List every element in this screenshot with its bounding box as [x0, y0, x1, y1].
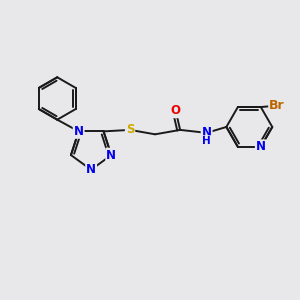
Text: N: N — [106, 148, 116, 162]
Text: O: O — [171, 104, 181, 117]
Text: N: N — [256, 140, 266, 153]
Text: N: N — [74, 125, 84, 138]
Text: Br: Br — [269, 99, 285, 112]
Text: N: N — [86, 163, 96, 176]
Text: H: H — [202, 136, 211, 146]
Text: S: S — [126, 123, 134, 136]
Text: N: N — [202, 126, 212, 139]
